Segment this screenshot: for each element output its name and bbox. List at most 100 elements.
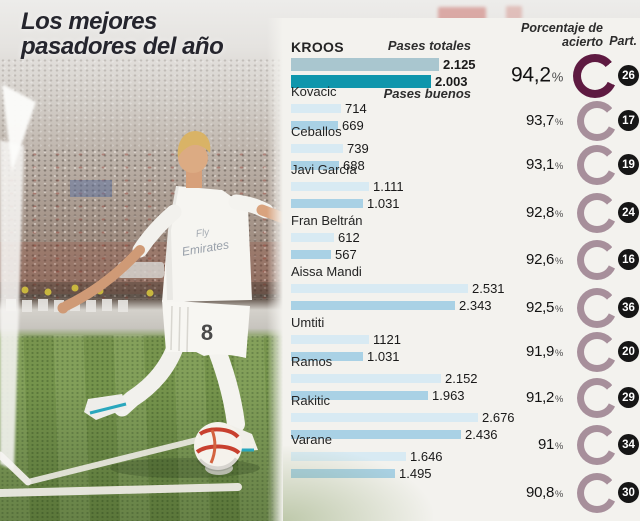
percent-sign: %	[551, 69, 564, 85]
accuracy-number: 90,8	[526, 484, 555, 502]
total-passes-bar	[291, 233, 334, 242]
total-passes-bar	[291, 452, 406, 461]
player-row: Kovacic 714 669	[291, 84, 553, 133]
accuracy-number: 93,1	[526, 156, 555, 174]
scoreboard	[70, 180, 112, 197]
accuracy-donut	[577, 101, 617, 141]
good-passes-bar	[291, 352, 363, 361]
total-passes-value: 1.111	[373, 179, 404, 194]
accuracy-value: 92,5%	[526, 299, 563, 316]
accuracy-value: 91%	[538, 436, 563, 453]
head	[178, 143, 208, 173]
shorts-pinstripes	[170, 305, 189, 353]
matches-badge: 26	[618, 65, 639, 86]
matches-badge: 20	[618, 341, 639, 362]
matches-badge: 30	[618, 482, 639, 503]
good-passes-value: 1.963	[432, 388, 465, 403]
accuracy-number: 92,6	[526, 251, 555, 269]
accuracy-value: 93,1%	[526, 156, 563, 173]
player-name: Varane	[291, 432, 332, 447]
total-passes-value: 714	[345, 101, 367, 116]
matches-badge: 36	[618, 297, 639, 318]
good-passes-value: 1.031	[367, 196, 400, 211]
total-passes-value: 2.676	[482, 410, 515, 425]
percent-sign: %	[555, 256, 563, 267]
accuracy-number: 91	[537, 436, 555, 454]
jersey	[162, 186, 252, 302]
player-row: Aissa Mandi 2.531 2.343	[291, 264, 553, 313]
total-passes-bar	[291, 413, 478, 422]
percent-sign: %	[555, 117, 563, 128]
good-passes-value: 567	[335, 247, 357, 262]
good-passes-value: 2.436	[465, 427, 498, 442]
player-name: Kovacic	[291, 84, 337, 99]
accuracy-donut	[577, 193, 617, 233]
total-passes-bar	[291, 284, 468, 293]
accuracy-donut	[577, 473, 617, 513]
shorts	[162, 300, 250, 358]
good-passes-value: 2.343	[459, 298, 492, 313]
player-name: Umtiti	[291, 315, 325, 330]
title-line2: pasadores del año	[21, 33, 224, 61]
percent-sign: %	[555, 441, 563, 452]
good-passes-bar	[291, 301, 455, 310]
total-passes-value: 2.152	[445, 371, 478, 386]
total-passes-value: 1121	[373, 332, 401, 347]
player-row: Umtiti 1121 1.031	[291, 315, 553, 364]
good-passes-value: 688	[343, 158, 365, 173]
accuracy-number: 91,2	[526, 389, 555, 407]
percent-sign: %	[555, 348, 563, 359]
flag-cloth	[2, 84, 36, 172]
player-row: Rakitic 2.676 2.436	[291, 393, 553, 442]
matches-badge: 16	[618, 249, 639, 270]
good-passes-bar	[291, 469, 395, 478]
shorts-number: 8	[201, 320, 213, 345]
accuracy-donut	[577, 378, 617, 418]
total-passes-bar	[291, 58, 439, 71]
matches-badge: 19	[618, 154, 639, 175]
left-boot	[84, 394, 128, 420]
accuracy-number: 93,7	[526, 112, 555, 130]
total-passes-value: 739	[347, 141, 369, 156]
accuracy-value: 92,8%	[526, 204, 563, 221]
good-passes-bar	[291, 75, 431, 88]
good-passes-value: 1.031	[367, 349, 400, 364]
player-row: Ramos 2.152 1.963	[291, 354, 553, 403]
accuracy-number: 94,2	[511, 63, 551, 87]
good-passes-value: 2.003	[435, 74, 468, 89]
player-row: Ceballos 739 688	[291, 125, 553, 173]
accuracy-value: 90,8%	[526, 484, 563, 501]
jersey-shading	[164, 185, 179, 301]
good-passes-bar	[291, 199, 363, 208]
matches-badge: 17	[618, 110, 639, 131]
series-label-good: Pases buenos	[383, 86, 471, 101]
accuracy-value: 91,2%	[526, 389, 563, 406]
accuracy-donut	[577, 288, 617, 328]
player-row: KROOS 2.125 2.003	[291, 40, 553, 89]
series-label-total: Pases totales	[387, 38, 471, 53]
standing-leg	[113, 336, 185, 417]
player-row: Varane 1.646 1.495	[291, 432, 553, 481]
matches-badge: 29	[618, 387, 639, 408]
good-passes-bar	[291, 250, 331, 259]
total-passes-value: 1.646	[410, 449, 443, 464]
good-passes-bar	[291, 430, 461, 439]
percent-sign: %	[555, 394, 563, 405]
left-hand	[57, 302, 69, 314]
accuracy-column-header: Porcentaje de acierto	[521, 21, 603, 49]
player-name: Rakitic	[291, 393, 331, 408]
total-passes-value: 2.125	[443, 57, 476, 72]
percent-sign: %	[555, 489, 563, 500]
percent-sign: %	[555, 161, 563, 172]
player-name: Ramos	[291, 354, 333, 369]
player-name: Javi García	[291, 162, 357, 177]
total-passes-value: 612	[338, 230, 360, 245]
accuracy-value: 91,9%	[526, 343, 563, 360]
corner-flag	[0, 84, 36, 470]
accuracy-number: 91,9	[526, 343, 555, 361]
percent-sign: %	[555, 304, 563, 315]
hair	[177, 131, 211, 158]
total-passes-bar	[291, 182, 369, 191]
player-name: Aissa Mandi	[291, 264, 362, 279]
